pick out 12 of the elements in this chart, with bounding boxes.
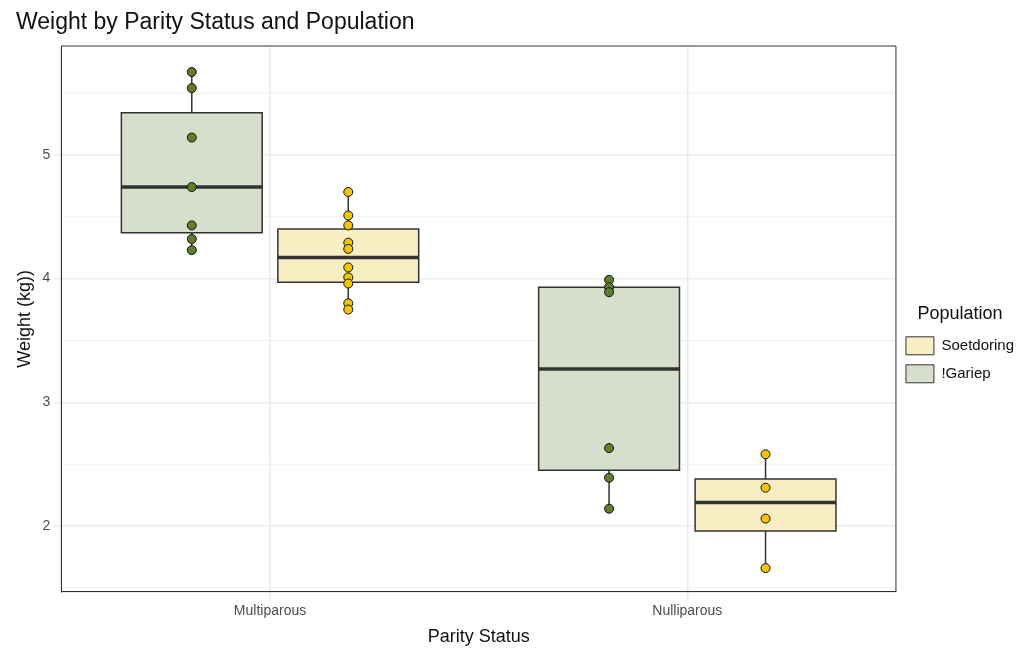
legend-label: !Gariep (941, 363, 991, 381)
y-axis-title: Weight (kg)) (13, 269, 34, 368)
y-tick-label: 3 (42, 393, 51, 410)
y-tick-label: 4 (42, 269, 51, 286)
legend-title: Population (917, 303, 1003, 324)
legend-label: Soetdoring (941, 335, 1015, 353)
x-tick-label: Multiparous (233, 601, 307, 618)
x-tick-label: Nulliparous (652, 601, 723, 618)
y-tick-label: 5 (42, 145, 51, 162)
x-axis-title: Parity Status (427, 626, 530, 647)
chart-title: Weight by Parity Status and Population (16, 8, 415, 35)
y-tick-label: 2 (42, 516, 51, 533)
